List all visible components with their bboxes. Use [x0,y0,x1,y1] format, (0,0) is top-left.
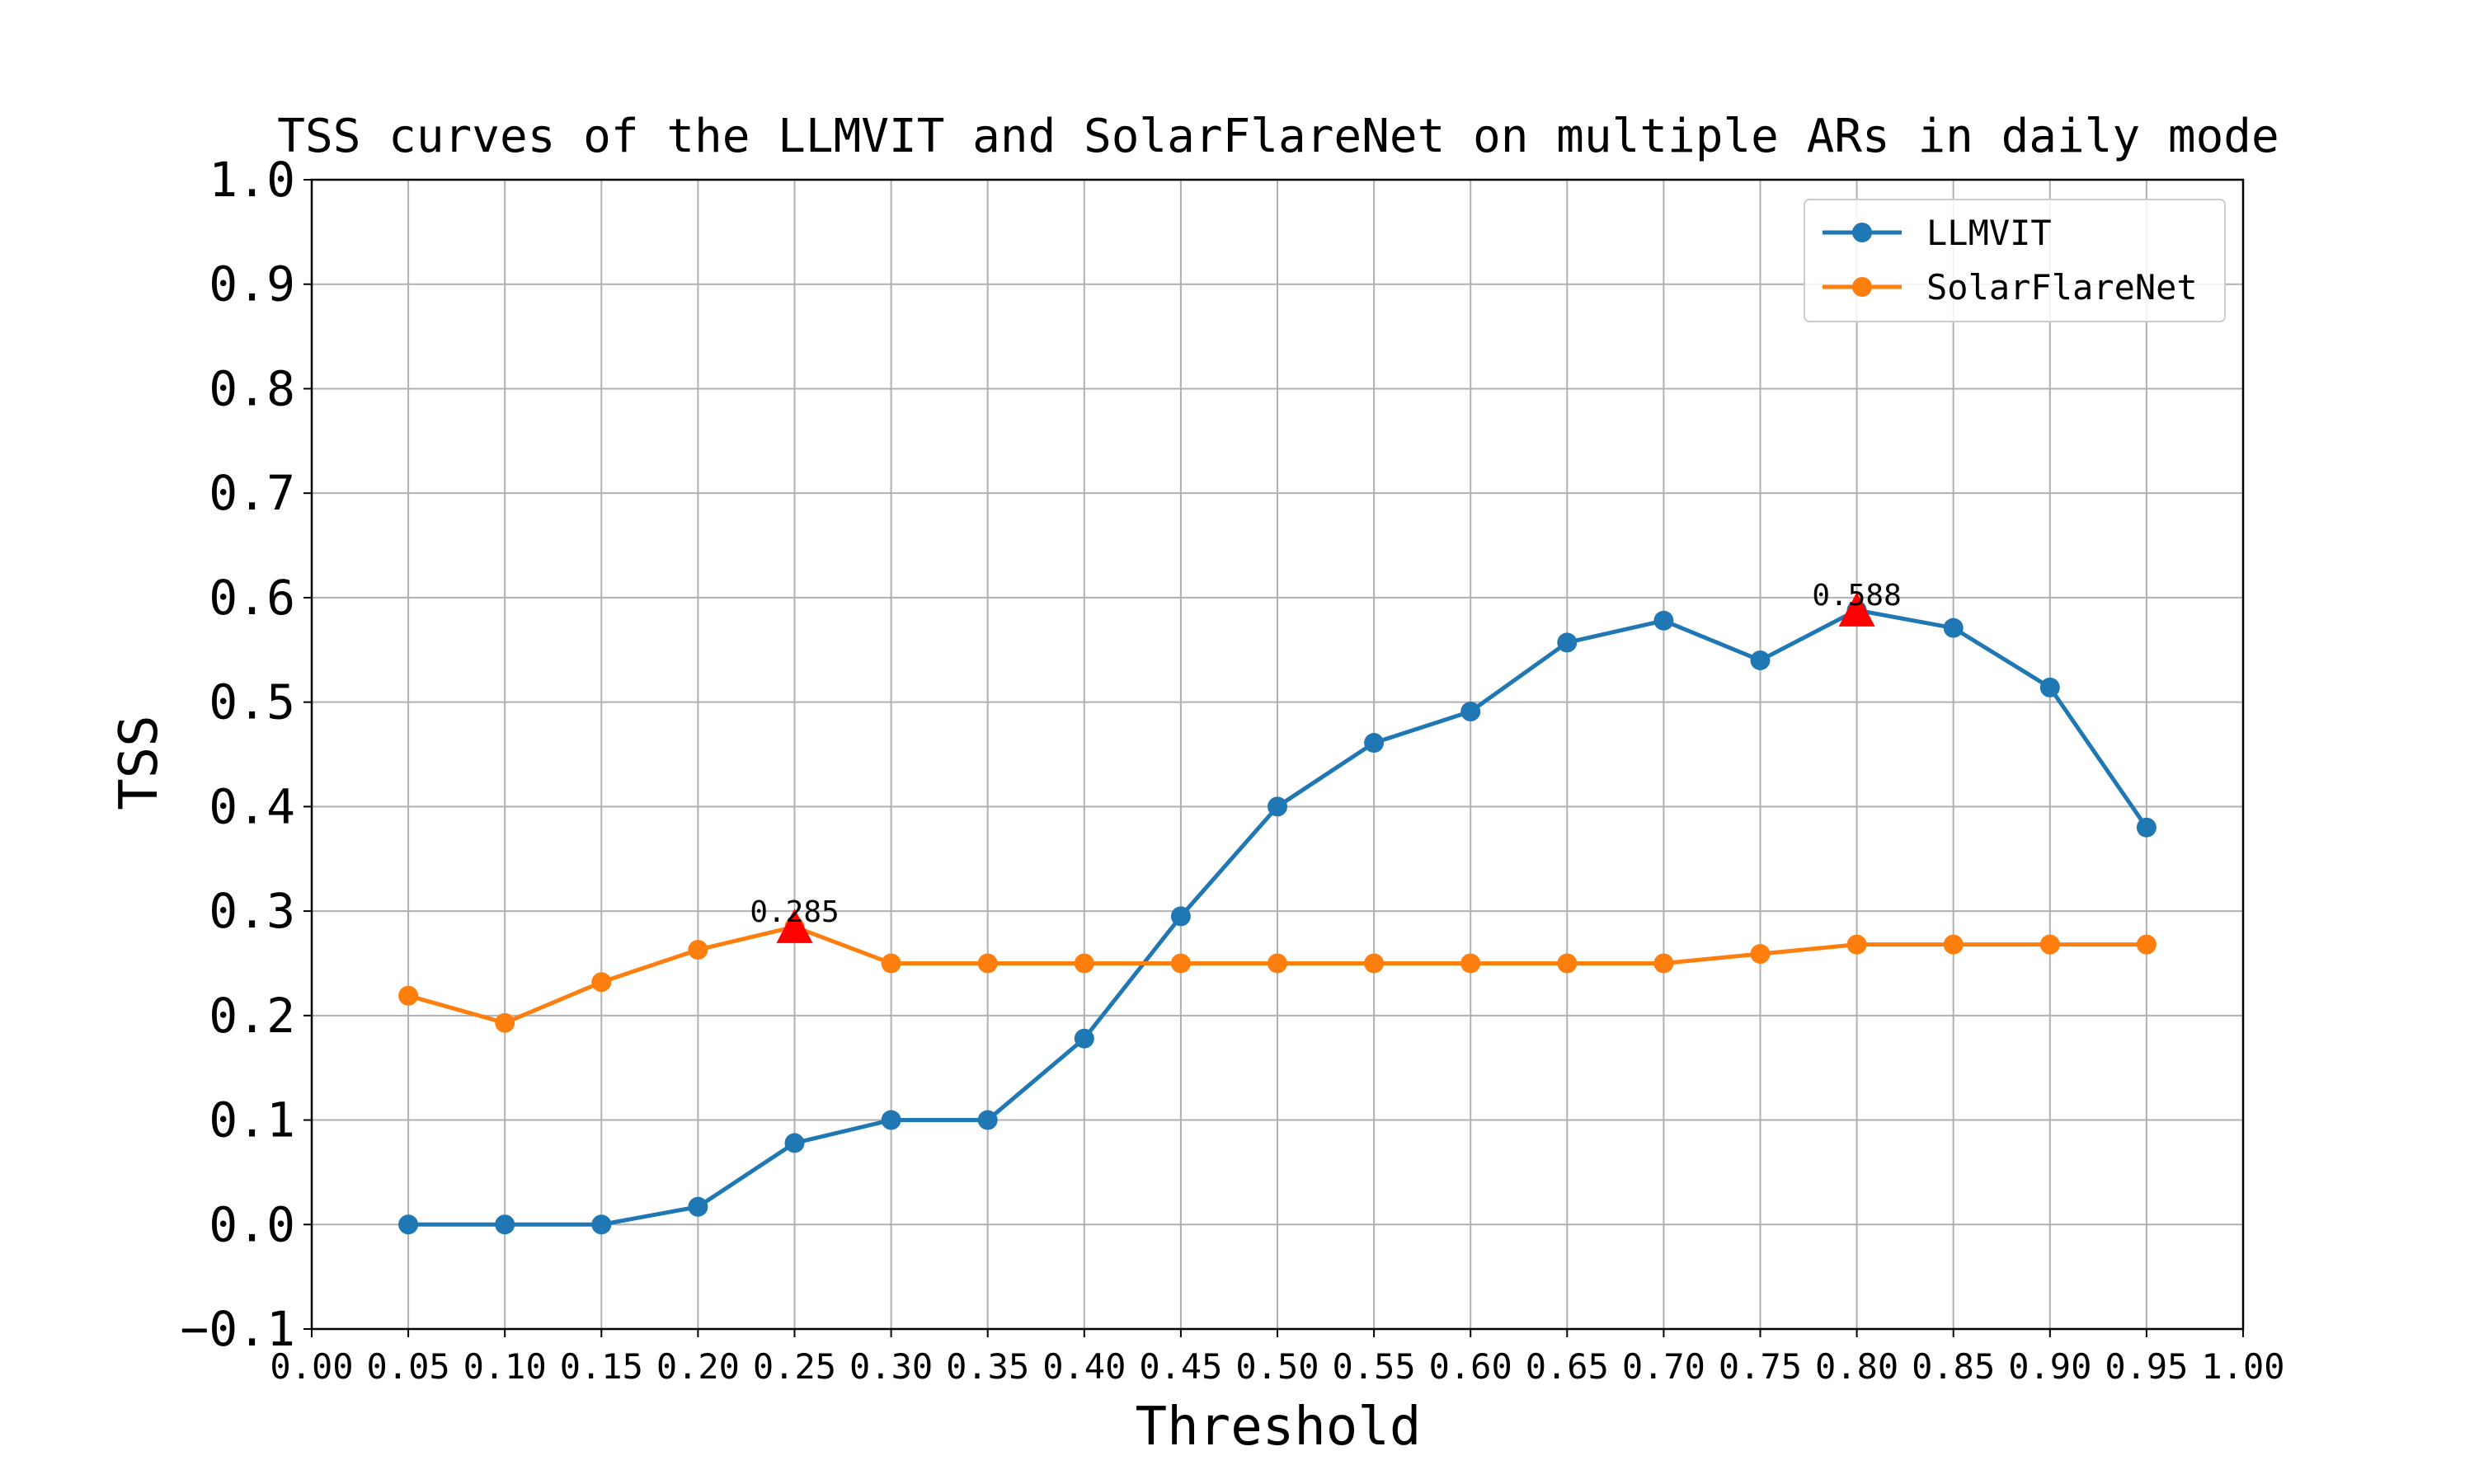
y-tick-label: 0.0 [209,1196,295,1252]
data-point-llmvit [1750,650,1771,670]
data-point-solarflarenet [398,985,419,1006]
y-tick-label: 0.2 [209,988,295,1044]
y-tick-label: 0.9 [209,256,295,312]
y-tick-label: 0.6 [209,570,295,626]
x-tick-label: 0.85 [1912,1346,1995,1387]
axis-ticks: 0.00 0.05 0.10 0.15 0.20 0.25 0.30 0.35 0.40 0.45… [180,152,2284,1387]
legend-label-llmvit: LLMVIT [1926,213,2052,253]
data-point-solarflarenet [1364,953,1385,974]
data-point-solarflarenet [881,953,901,974]
x-tick-label: 0.55 [1333,1346,1416,1387]
data-point-llmvit [495,1214,515,1235]
x-tick-label: 0.20 [656,1346,740,1387]
data-point-solarflarenet [1557,953,1578,974]
data-point-solarflarenet [688,939,708,960]
y-tick-label: 0.3 [209,883,295,939]
y-tick-label: 1.0 [209,152,295,208]
x-tick-label: 0.50 [1235,1346,1319,1387]
legend-label-solarflarenet: SolarFlareNet [1926,267,2198,308]
data-point-solarflarenet [1074,953,1094,974]
data-point-llmvit [2039,677,2060,697]
legend-marker-solarflarenet [1852,277,1872,297]
data-point-llmvit [1170,906,1191,927]
peak-marker [1838,592,1875,627]
y-tick-label: −0.1 [180,1301,295,1357]
data-point-llmvit [1460,702,1481,722]
chart-title: TSS curves of the LLMVIT and SolarFlareN… [277,110,2279,163]
data-point-llmvit [398,1214,419,1235]
x-tick-label: 0.15 [560,1346,643,1387]
x-tick-label: 0.40 [1042,1346,1126,1387]
x-tick-label: 0.65 [1526,1346,1609,1387]
data-point-llmvit [591,1214,612,1235]
x-axis-label: Threshold [1136,1397,1422,1458]
data-point-solarflarenet [1750,944,1771,965]
legend-box [1804,199,2226,322]
x-tick-label: 0.90 [2008,1346,2091,1387]
data-point-llmvit [1653,610,1674,631]
data-point-solarflarenet [1170,953,1191,974]
x-tick-label: 0.35 [946,1346,1029,1387]
y-tick-label: 0.8 [209,360,295,416]
x-tick-label: 0.00 [270,1346,353,1387]
x-tick-label: 0.80 [1815,1346,1898,1387]
x-tick-label: 0.95 [2105,1346,2188,1387]
data-point-solarflarenet [1943,934,1964,955]
y-tick-label: 0.4 [209,778,295,834]
peak-annotation-label: 0.588 [1812,579,1901,613]
data-point-solarflarenet [591,972,612,993]
data-point-llmvit [1364,733,1385,754]
x-tick-label: 0.60 [1429,1346,1512,1387]
x-tick-label: 0.45 [1139,1346,1222,1387]
data-point-llmvit [1943,618,1964,638]
data-point-llmvit [1268,796,1287,817]
data-point-solarflarenet [1268,953,1287,974]
data-point-llmvit [977,1110,998,1130]
data-point-solarflarenet [1846,934,1867,955]
x-tick-label: 0.30 [849,1346,933,1387]
data-point-solarflarenet [495,1012,515,1033]
data-point-llmvit [1074,1028,1094,1049]
x-tick-label: 1.00 [2201,1346,2284,1387]
x-tick-label: 0.05 [367,1346,450,1387]
x-tick-label: 0.70 [1622,1346,1705,1387]
legend-marker-llmvit [1852,223,1872,242]
data-point-llmvit [2136,817,2157,838]
data-point-solarflarenet [2136,934,2157,955]
data-point-solarflarenet [1460,953,1481,974]
y-tick-label: 0.5 [209,674,295,730]
data-point-llmvit [784,1133,805,1153]
x-tick-label: 0.10 [463,1346,547,1387]
data-point-llmvit [688,1196,708,1217]
data-point-solarflarenet [977,953,998,974]
y-tick-label: 0.7 [209,465,295,521]
data-point-solarflarenet [1653,953,1674,974]
legend: LLMVIT SolarFlareNet [1804,199,2226,322]
peak-annotation-label: 0.285 [750,895,839,929]
data-point-solarflarenet [2039,934,2060,955]
data-point-llmvit [1557,632,1578,653]
grid-lines [311,179,2244,1330]
y-tick-label: 0.1 [209,1092,295,1148]
y-axis-label: TSS [109,715,170,810]
x-tick-label: 0.25 [753,1346,836,1387]
x-tick-label: 0.75 [1719,1346,1802,1387]
data-point-llmvit [881,1110,901,1130]
annotation-layer: 0.285 0.588 [750,579,1902,943]
peak-marker [776,909,813,943]
